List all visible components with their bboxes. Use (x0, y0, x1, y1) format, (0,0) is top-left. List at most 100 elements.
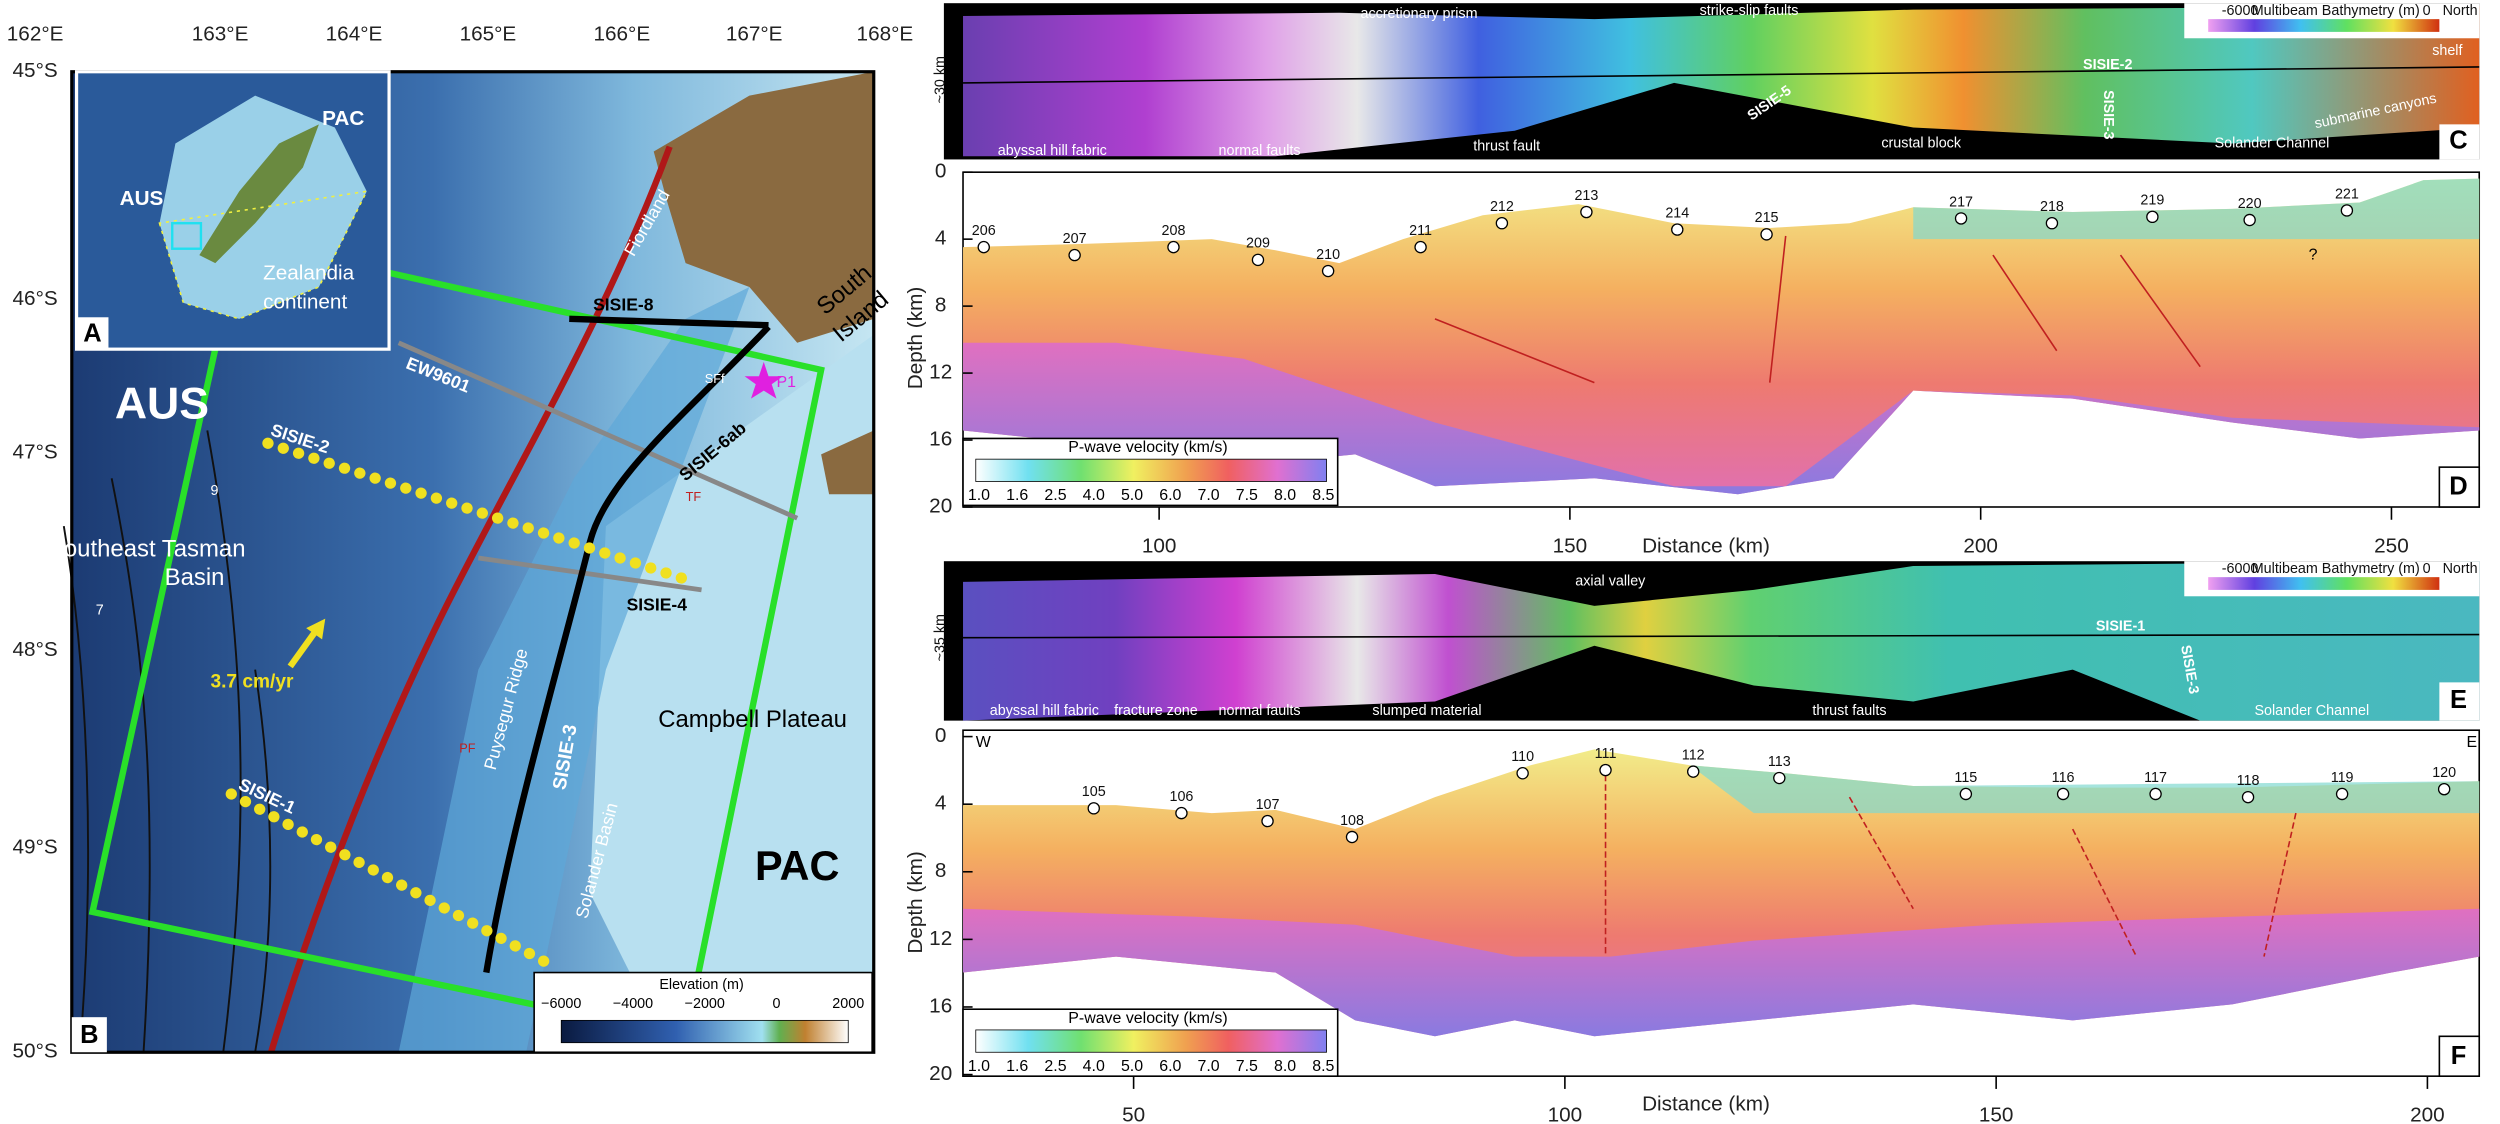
sediment-layer (1690, 765, 2480, 814)
y-tick-label: 0 (935, 724, 947, 747)
trench (268, 145, 673, 1054)
cbar-title: P-wave velocity (km/s) (1068, 1010, 1227, 1027)
sisie2-line (262, 437, 700, 588)
north: North (2443, 561, 2478, 577)
cbar-min: -6000 (2222, 561, 2259, 577)
y-axis-label: Depth (km) (904, 287, 927, 389)
cbar-max: 0 (2423, 3, 2431, 19)
annotation: shelf (2432, 43, 2462, 59)
bathymetry-strip (963, 6, 2480, 157)
label: SISIE-4 (627, 594, 688, 614)
station-label: 219 (2140, 193, 2164, 209)
y-tick-label: 4 (935, 227, 947, 250)
station-label: 110 (1511, 749, 1534, 765)
station (1773, 771, 1786, 785)
colorbar-tick-label: 4.0 (1083, 1058, 1105, 1075)
label: 9 (210, 483, 218, 499)
label: Basin (165, 564, 225, 591)
panel-label: A (83, 320, 101, 348)
station (2146, 210, 2159, 224)
zealandia-outline (158, 190, 369, 320)
station-label: 210 (1316, 247, 1340, 263)
colorbar-tick-label: 2.5 (1044, 1058, 1066, 1075)
station-label: 218 (2040, 199, 2064, 215)
land (821, 430, 874, 495)
y-axis-label: Depth (km) (904, 851, 927, 953)
station (1087, 802, 1100, 815)
colorbar-tick-label: 6.0 (1159, 487, 1181, 504)
magnetic-lines (62, 430, 272, 1053)
label: PAC (322, 107, 364, 130)
station-label: 120 (2432, 765, 2456, 781)
vel-colorbar (975, 458, 1327, 482)
station-label: 116 (2052, 770, 2075, 786)
y-tick-label: 4 (935, 792, 947, 815)
lon-tick-label: 167°E (726, 23, 783, 46)
station (1345, 830, 1359, 844)
label: PAC (755, 842, 839, 889)
sisie8-line (569, 315, 769, 329)
profile-line (963, 633, 2480, 639)
annotation: abyssal hill fabric (998, 143, 1107, 159)
station (2340, 204, 2354, 217)
ew9601-line (397, 340, 799, 521)
arrow-head (306, 618, 326, 640)
label: SISIE-8 (593, 295, 654, 315)
colorbar-tick-label: 5.0 (1121, 487, 1143, 504)
station-label: 207 (1063, 231, 1087, 247)
x-axis-label: Distance (km) (1642, 1092, 1770, 1115)
station (1954, 212, 1968, 225)
station-label: 221 (2335, 186, 2359, 202)
station-label: 107 (1256, 797, 1280, 813)
annotation: thrust fault (1473, 138, 1540, 154)
annotation: crustal block (1881, 135, 1961, 151)
colorbar-tick-label: 6.0 (1159, 1058, 1181, 1075)
station (2045, 216, 2059, 230)
colorbar-tick-label: 7.0 (1197, 1058, 1219, 1075)
lat-tick-label: 47°S (13, 440, 58, 463)
y-tick-label: 20 (929, 1062, 952, 1085)
y-tick-label: 16 (929, 428, 952, 451)
panel-label-bg (2439, 124, 2480, 160)
station-label: 211 (1409, 223, 1432, 239)
station-label: 106 (1169, 789, 1193, 805)
station (1261, 814, 1274, 828)
station (1671, 223, 1684, 236)
y-tick-label: 8 (935, 294, 947, 317)
label: Southeast Tasman (48, 535, 246, 562)
station-label: 206 (972, 223, 996, 239)
question: ? (2309, 246, 2318, 263)
puysegur-ridge (398, 286, 750, 1053)
x-tick-label: 100 (1142, 534, 1177, 557)
station (2243, 213, 2256, 227)
colorbar (560, 1019, 849, 1044)
colorbar-tick-label: −4000 (613, 996, 653, 1012)
station (1175, 806, 1188, 820)
cbar-min: -6000 (2222, 3, 2259, 19)
station (1580, 205, 1593, 219)
y-tick-label: 0 (935, 160, 947, 183)
annotation: SISIE-2 (2083, 57, 2132, 73)
sisie4-line (478, 555, 702, 593)
station (2437, 782, 2451, 796)
annotation: slumped material (1372, 703, 1481, 719)
station-label: 118 (2237, 773, 2260, 789)
faults (1604, 765, 2297, 957)
sisie1-line (225, 788, 556, 971)
colorbar-tick-label: 5.0 (1121, 1058, 1143, 1075)
station-label: 105 (1082, 784, 1106, 800)
lat-tick-label: 46°S (13, 287, 58, 310)
lat-tick-label: 49°S (13, 836, 58, 859)
width-label: ~35 km (932, 614, 948, 661)
annotation: accretionary prism (1360, 6, 1477, 22)
panel-label: D (2449, 473, 2467, 501)
label: AUS (115, 379, 209, 428)
label: TF (686, 489, 702, 504)
station-label: 119 (2331, 770, 2354, 786)
label: 7 (96, 602, 104, 618)
mb-colorbar (2208, 19, 2440, 32)
annotation: Solander Channel (2215, 135, 2330, 151)
colorbar-tick-label: 2000 (832, 996, 864, 1012)
width-label: ~30 km (932, 56, 948, 103)
annotation: SISIE-1 (2096, 618, 2145, 634)
